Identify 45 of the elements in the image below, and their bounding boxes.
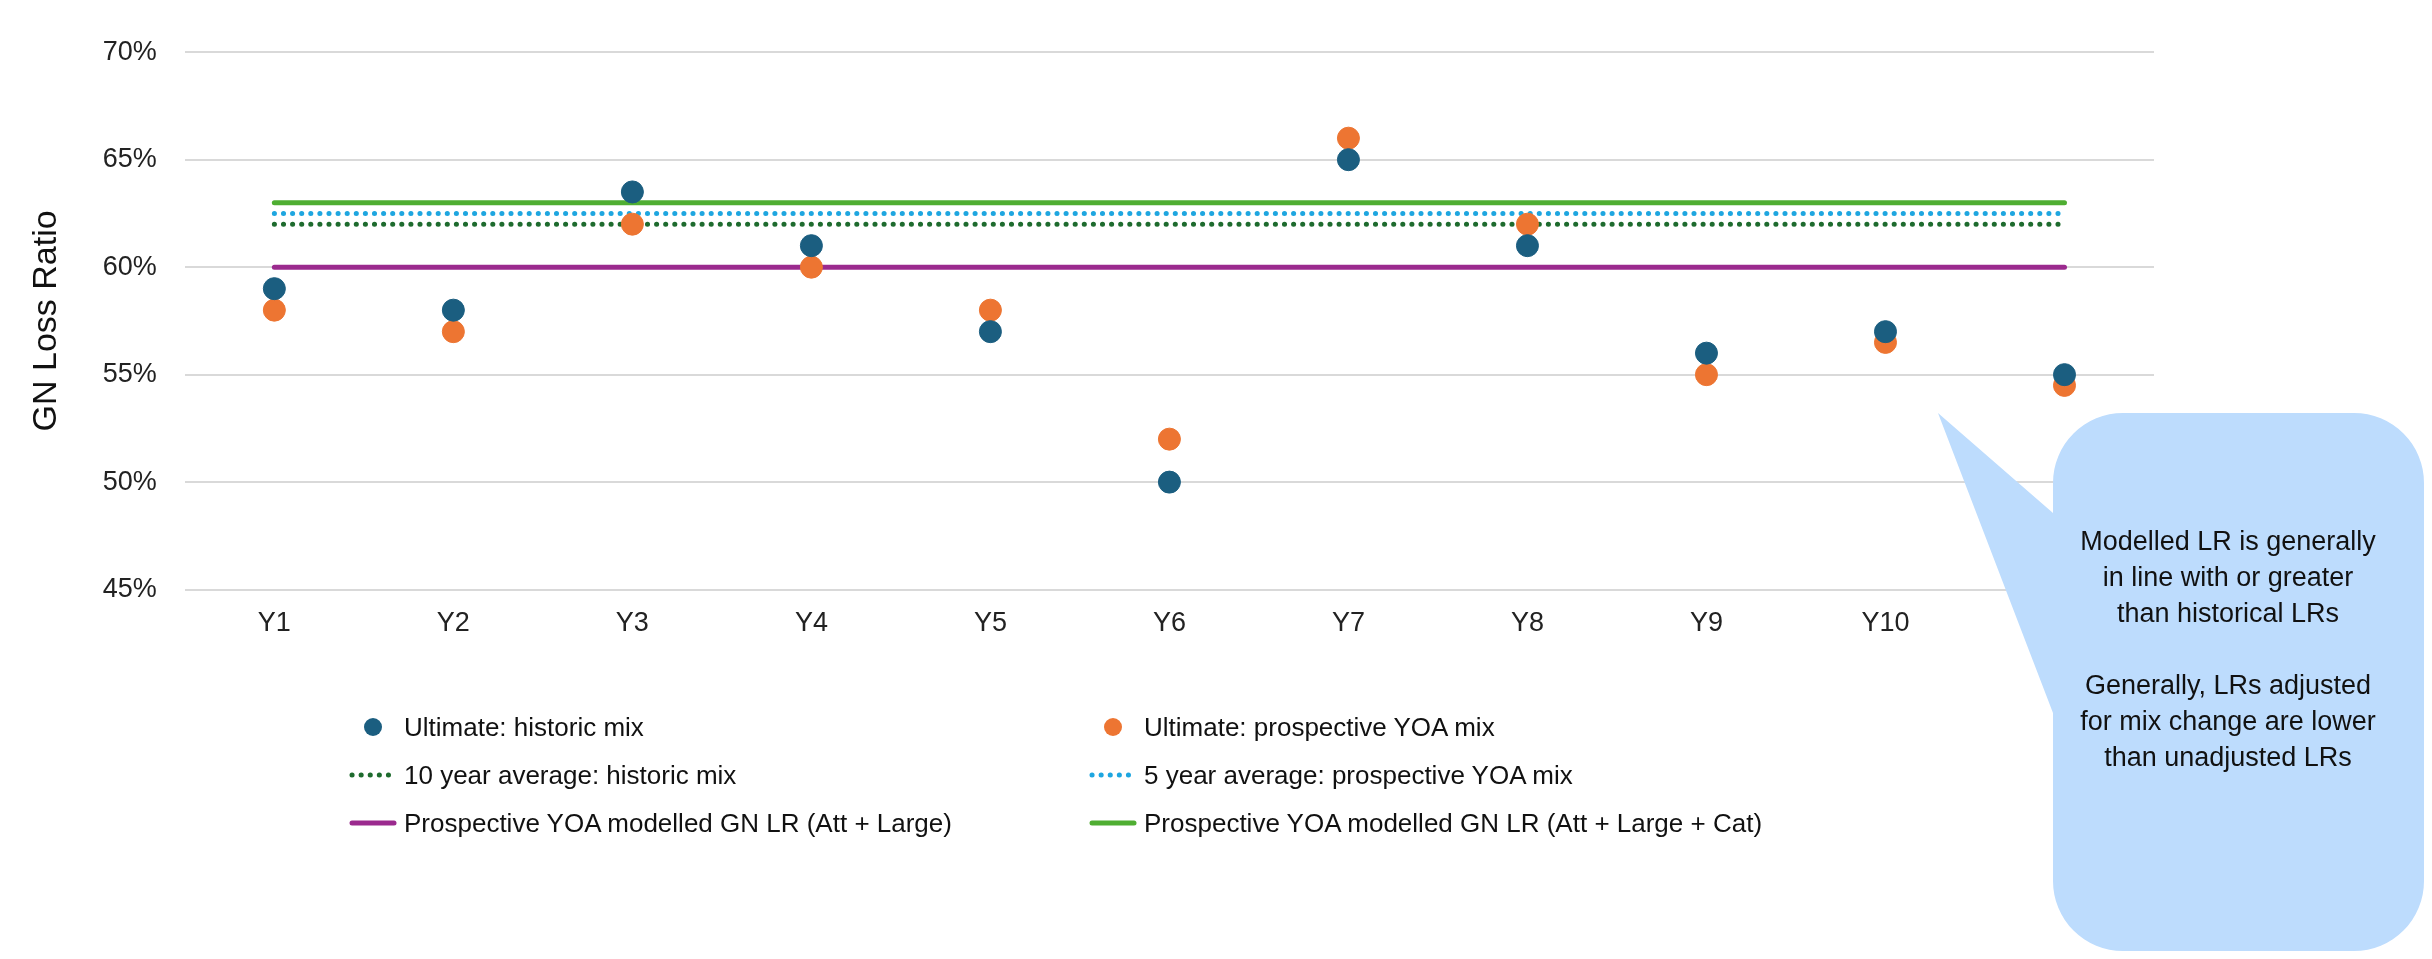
annotation: Modelled LR is generally in line with or greater than historical LRs — [2079, 525, 2377, 630]
point — [1873, 320, 1897, 344]
legend-label: Prospective YOA modelled GN LR (Att + Large) — [404, 807, 952, 839]
point — [262, 298, 286, 322]
legend-label: Prospective YOA modelled GN LR (Att + Large + Cat) — [1144, 807, 1763, 839]
legend-label: 10 year average: historic mix — [404, 759, 737, 791]
point — [1515, 212, 1539, 236]
x-tick-label: Y5 — [973, 607, 1007, 638]
point — [441, 320, 465, 344]
x-tick-label: Y3 — [615, 607, 649, 638]
y-tick-label: 70% — [102, 35, 157, 66]
y-tick-label: 60% — [102, 250, 157, 281]
x-tick-label: Y4 — [794, 607, 828, 638]
point — [1336, 126, 1360, 150]
x-tick-label: Y7 — [1331, 607, 1365, 638]
point — [1694, 341, 1718, 365]
point — [799, 234, 823, 258]
x-tick-label: Y8 — [1510, 607, 1544, 638]
legend-label: 5 year average: prospective YOA mix — [1144, 759, 1573, 791]
point — [620, 212, 644, 236]
legend-label: Ultimate: prospective YOA mix — [1144, 711, 1495, 743]
point — [978, 320, 1002, 344]
x-tick-label: Y10 — [1861, 607, 1910, 638]
text: Generally, LRs adjusted for mix change are lower than unadjusted LRs — [2079, 669, 2377, 774]
point — [978, 298, 1002, 322]
y-tick-label: 65% — [102, 143, 157, 174]
y-tick-label: 45% — [102, 573, 157, 604]
point — [262, 277, 286, 301]
point — [1694, 363, 1718, 387]
point — [441, 298, 465, 322]
point — [1157, 470, 1181, 494]
x-tick-label: Y1 — [257, 607, 291, 638]
y-axis-title: GN Loss Ratio — [24, 210, 63, 432]
point — [1157, 427, 1181, 451]
x-tick-label: Y9 — [1689, 607, 1723, 638]
point — [1515, 234, 1539, 258]
y-tick-label: 55% — [102, 358, 157, 389]
point — [799, 255, 823, 279]
legend-label: Ultimate: historic mix — [404, 711, 644, 743]
point — [620, 180, 644, 204]
point — [1336, 148, 1360, 172]
y-tick-label: 50% — [102, 465, 157, 496]
point — [2052, 363, 2076, 387]
x-tick-label: Y6 — [1152, 607, 1186, 638]
x-tick-label: Y2 — [436, 607, 470, 638]
